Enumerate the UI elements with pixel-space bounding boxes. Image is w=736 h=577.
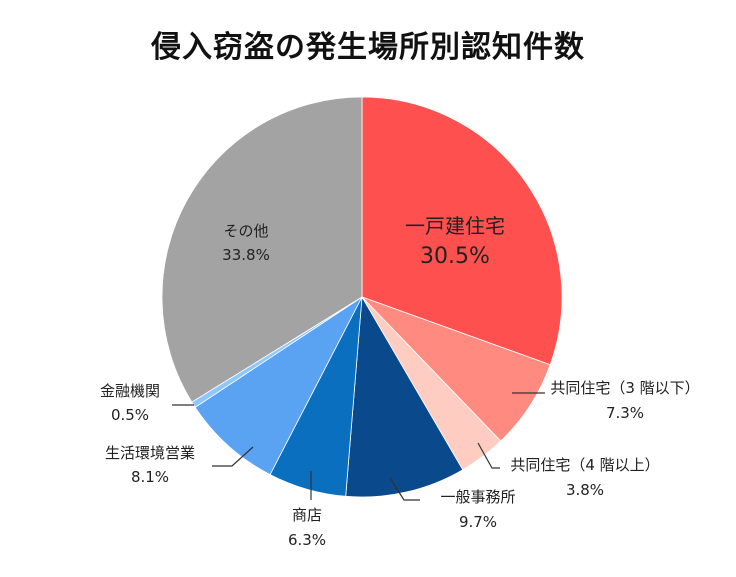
slice-name-label-2: 共同住宅（3 階以下） xyxy=(550,379,699,397)
slice-name-label-4: 一般事務所 xyxy=(440,488,515,506)
slice-percent-label-7: 0.5% xyxy=(111,406,149,424)
pie-slice-4 xyxy=(345,295,464,498)
leader-line-3 xyxy=(477,442,500,469)
slice-labels: 一戸建住宅 30.5% 共同住宅（3 階以下） 7.3% 共同住宅（4 階以上） 3.8%… xyxy=(100,214,700,549)
slice-name-label-8: その他 xyxy=(223,222,268,240)
pie-slice-6 xyxy=(194,295,364,476)
slice-percent-label-2: 7.3% xyxy=(606,404,644,422)
slice-name-label-5: 商店 xyxy=(292,506,322,524)
slice-name-label-1: 一戸建住宅 xyxy=(405,214,505,238)
slice-percent-label-8: 33.8% xyxy=(222,246,270,264)
leader-line-6 xyxy=(212,446,254,467)
slice-name-label-3: 共同住宅（4 階以上） xyxy=(510,456,659,474)
slice-percent-label-4: 9.7% xyxy=(459,513,497,531)
pie-slice-8 xyxy=(161,96,363,403)
leader-line-4 xyxy=(389,477,420,501)
slice-name-label-6: 生活環境営業 xyxy=(105,444,195,462)
slice-percent-label-6: 8.1% xyxy=(131,468,169,486)
slice-percent-label-1: 30.5% xyxy=(420,244,490,269)
leader-lines xyxy=(172,392,545,501)
slice-percent-label-5: 6.3% xyxy=(288,531,326,549)
pie-slices xyxy=(161,96,563,498)
pie-slice-1 xyxy=(361,96,563,366)
slice-percent-label-3: 3.8% xyxy=(566,481,604,499)
chart-title: 侵入窃盗の発生場所別認知件数 xyxy=(151,30,585,65)
slice-name-label-7: 金融機関 xyxy=(100,382,160,400)
